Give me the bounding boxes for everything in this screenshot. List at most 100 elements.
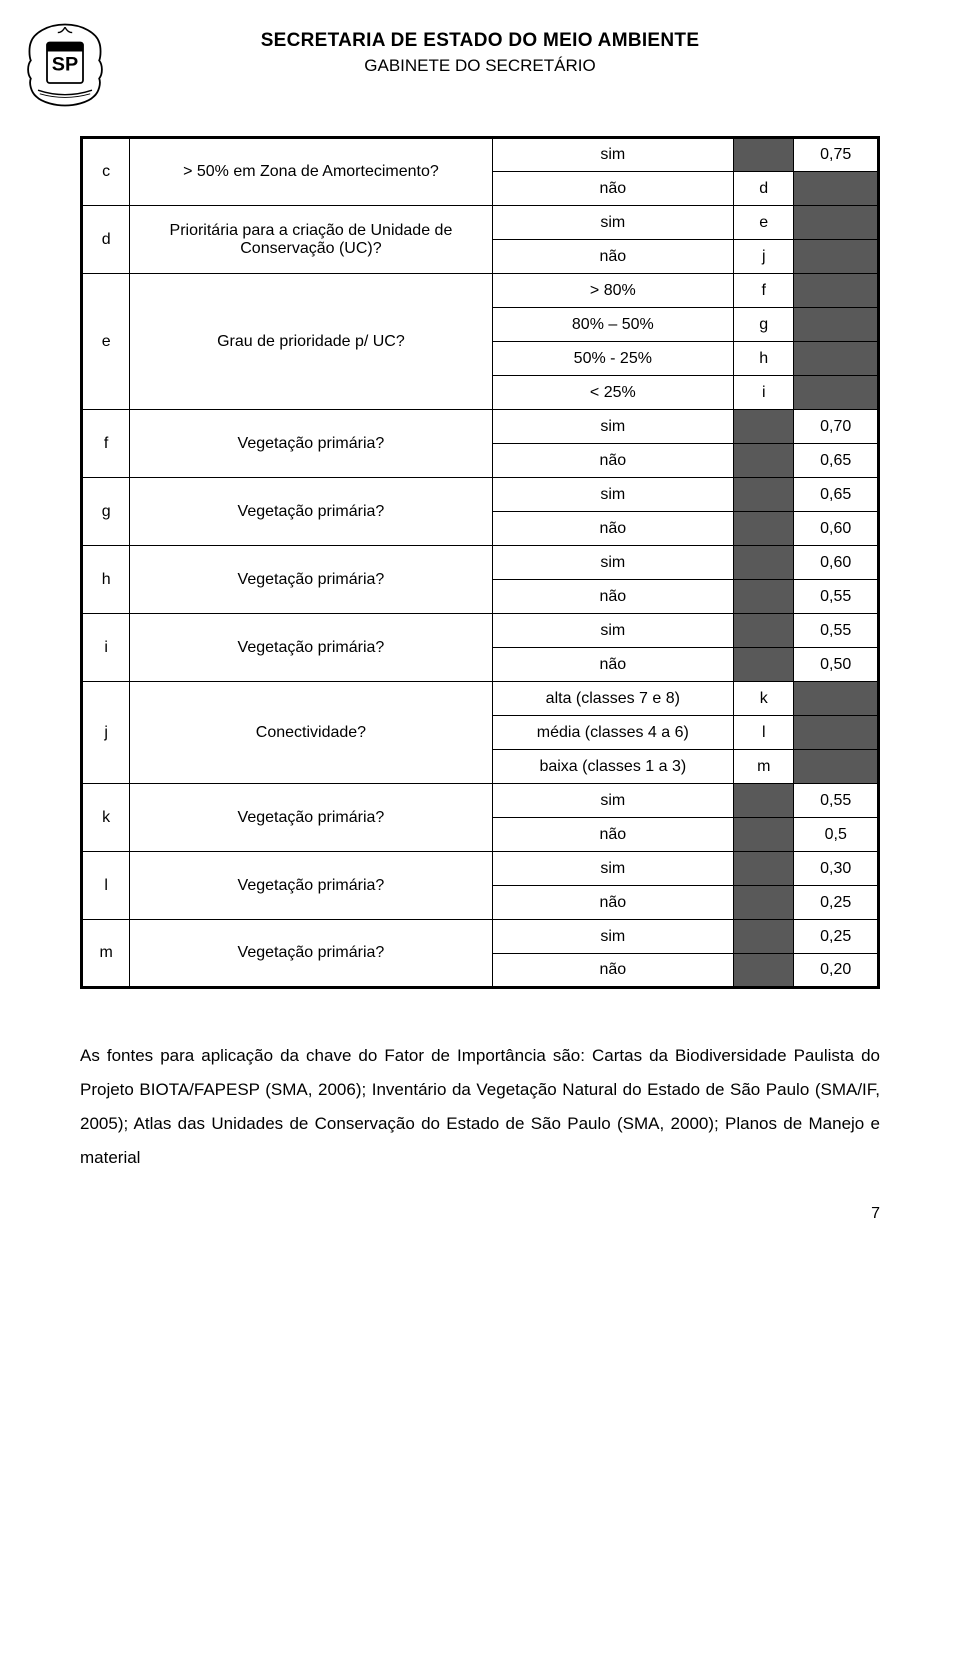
row-key-k: k [82, 784, 130, 852]
shaded-cell [734, 580, 794, 614]
answer-range: 80% – 50% [492, 308, 734, 342]
answer-nao: não [492, 172, 734, 206]
value-cell: 0,75 [794, 138, 879, 172]
answer-nao: não [492, 886, 734, 920]
value-cell: 0,20 [794, 954, 879, 988]
shaded-cell [734, 954, 794, 988]
goto-cell: j [734, 240, 794, 274]
answer-nao: não [492, 648, 734, 682]
shaded-cell [794, 172, 879, 206]
answer-range: < 25% [492, 376, 734, 410]
row-key-d: d [82, 206, 130, 274]
shaded-cell [734, 410, 794, 444]
answer-sim: sim [492, 614, 734, 648]
shaded-cell [794, 308, 879, 342]
answer-range: 50% - 25% [492, 342, 734, 376]
value-cell: 0,25 [794, 920, 879, 954]
answer-class: baixa (classes 1 a 3) [492, 750, 734, 784]
header-title: SECRETARIA DE ESTADO DO MEIO AMBIENTE [80, 30, 880, 52]
shaded-cell [734, 444, 794, 478]
row-key-l: l [82, 852, 130, 920]
row-question-i: Vegetação primária? [130, 614, 492, 682]
shaded-cell [734, 886, 794, 920]
header-subtitle: GABINETE DO SECRETÁRIO [80, 56, 880, 76]
row-key-i: i [82, 614, 130, 682]
shaded-cell [794, 750, 879, 784]
shaded-cell [734, 546, 794, 580]
shaded-cell [794, 376, 879, 410]
row-question-g: Vegetação primária? [130, 478, 492, 546]
shaded-cell [794, 274, 879, 308]
row-key-e: e [82, 274, 130, 410]
value-cell: 0,55 [794, 784, 879, 818]
shaded-cell [734, 920, 794, 954]
goto-cell: m [734, 750, 794, 784]
row-question-d: Prioritária para a criação de Unidade de… [130, 206, 492, 274]
goto-cell: d [734, 172, 794, 206]
row-key-m: m [82, 920, 130, 988]
answer-nao: não [492, 444, 734, 478]
value-cell: 0,55 [794, 614, 879, 648]
shaded-cell [734, 818, 794, 852]
answer-nao: não [492, 512, 734, 546]
answer-class: média (classes 4 a 6) [492, 716, 734, 750]
shaded-cell [794, 682, 879, 716]
row-question-c: > 50% em Zona de Amortecimento? [130, 138, 492, 206]
goto-cell: f [734, 274, 794, 308]
shaded-cell [734, 852, 794, 886]
answer-nao: não [492, 580, 734, 614]
value-cell: 0,60 [794, 546, 879, 580]
shaded-cell [734, 138, 794, 172]
row-key-c: c [82, 138, 130, 206]
value-cell: 0,55 [794, 580, 879, 614]
row-question-k: Vegetação primária? [130, 784, 492, 852]
row-question-e: Grau de prioridade p/ UC? [130, 274, 492, 410]
row-question-h: Vegetação primária? [130, 546, 492, 614]
shaded-cell [734, 512, 794, 546]
answer-nao: não [492, 240, 734, 274]
page-header: SP SECRETARIA DE ESTADO DO MEIO AMBIENTE… [80, 30, 880, 76]
goto-cell: i [734, 376, 794, 410]
row-key-j: j [82, 682, 130, 784]
state-logo: SP [20, 20, 110, 110]
value-cell: 0,70 [794, 410, 879, 444]
answer-sim: sim [492, 206, 734, 240]
answer-sim: sim [492, 410, 734, 444]
row-question-j: Conectividade? [130, 682, 492, 784]
decision-table: c > 50% em Zona de Amortecimento? sim 0,… [80, 136, 880, 989]
goto-cell: e [734, 206, 794, 240]
shaded-cell [794, 342, 879, 376]
value-cell: 0,5 [794, 818, 879, 852]
page-number: 7 [80, 1205, 880, 1223]
shaded-cell [794, 240, 879, 274]
value-cell: 0,65 [794, 478, 879, 512]
value-cell: 0,60 [794, 512, 879, 546]
row-key-h: h [82, 546, 130, 614]
shaded-cell [794, 716, 879, 750]
value-cell: 0,50 [794, 648, 879, 682]
value-cell: 0,25 [794, 886, 879, 920]
answer-sim: sim [492, 138, 734, 172]
value-cell: 0,30 [794, 852, 879, 886]
row-question-f: Vegetação primária? [130, 410, 492, 478]
shaded-cell [734, 478, 794, 512]
goto-cell: g [734, 308, 794, 342]
answer-sim: sim [492, 784, 734, 818]
answer-nao: não [492, 954, 734, 988]
goto-cell: l [734, 716, 794, 750]
shaded-cell [734, 614, 794, 648]
body-paragraph: As fontes para aplicação da chave do Fat… [80, 1039, 880, 1175]
answer-sim: sim [492, 852, 734, 886]
answer-sim: sim [492, 920, 734, 954]
row-key-f: f [82, 410, 130, 478]
answer-nao: não [492, 818, 734, 852]
answer-sim: sim [492, 546, 734, 580]
answer-class: alta (classes 7 e 8) [492, 682, 734, 716]
goto-cell: k [734, 682, 794, 716]
shaded-cell [734, 648, 794, 682]
shaded-cell [794, 206, 879, 240]
answer-sim: sim [492, 478, 734, 512]
row-question-l: Vegetação primária? [130, 852, 492, 920]
answer-range: > 80% [492, 274, 734, 308]
svg-text:SP: SP [52, 53, 78, 75]
